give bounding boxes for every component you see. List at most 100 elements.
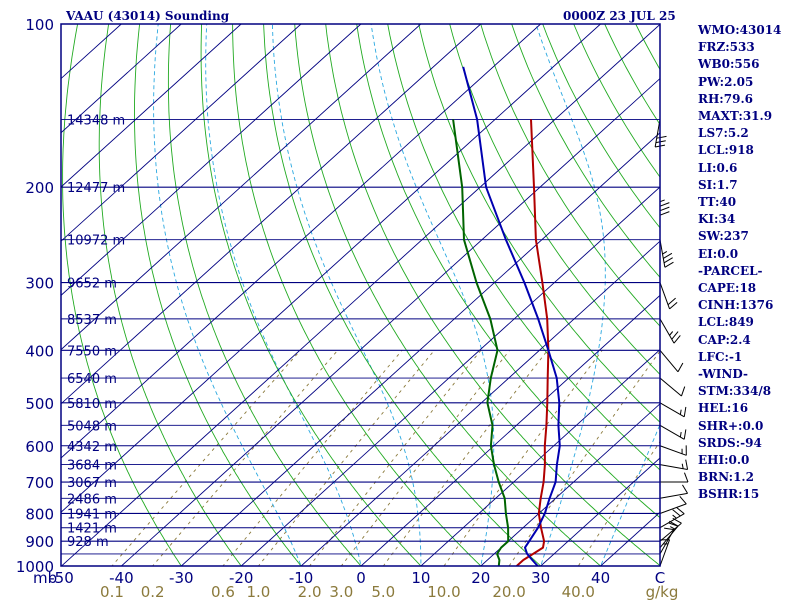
temperature-tick-label: 10 [411,569,430,587]
height-label: 2486 m [67,492,117,507]
height-label: 1421 m [67,522,117,537]
sounding-index: LFC:-1 [698,349,743,364]
temperature-tick-label: -50 [49,569,74,587]
sounding-index: BRN:1.2 [698,470,754,485]
mixing-ratio-tick-label: 0.1 [100,583,124,600]
dry-adiabat [263,24,542,566]
isotherm [180,132,660,566]
mixing-ratio-tick-label: g/kg [646,583,679,600]
sounding-index: EI:0.0 [698,246,739,261]
height-label: 14348 m [67,113,125,128]
pressure-tick-label: 700 [25,474,54,492]
height-label: 9652 m [67,277,117,292]
sounding-index: PW:2.05 [698,74,754,89]
isotherm [540,457,660,566]
mixing-ratio-line [222,350,403,566]
mixing-ratio-line [309,350,482,566]
mixing-ratio-line [577,440,660,566]
pressure-tick-label: 1000 [16,558,54,576]
temperature-profile [516,119,550,566]
temperature-tick-label: -20 [229,569,254,587]
pressure-tick-label: 800 [25,505,54,523]
dry-adiabat [167,24,362,566]
sounding-index: HEL:16 [698,401,749,416]
sounding-index: TT:40 [698,195,737,210]
temperature-tick-label: 0 [356,569,366,587]
plot-frame [60,23,661,567]
isotherm [61,24,541,459]
mixing-ratio-tick-label: 5.0 [371,583,395,600]
dry-adiabat [387,24,660,471]
height-label: 8537 m [67,313,117,328]
temperature-tick-label: -40 [109,569,134,587]
mixing-ratio-tick-label: 0.2 [141,583,165,600]
temperature-tick-label: 40 [591,569,610,587]
wind-barb [659,525,679,548]
height-label: 1941 m [67,507,117,522]
moist-adiabat [535,24,606,566]
isotherm [240,186,660,566]
sounding-index: -WIND- [698,367,748,382]
height-label: 928 m [67,535,109,550]
mixing-ratio-tick-label: 0.6 [211,583,235,600]
dry-adiabat [98,24,242,566]
pressure-tick-label: 400 [25,342,54,360]
wind-barb [659,503,687,514]
pressure-tick-label: 600 [25,438,54,456]
dry-adiabat [200,24,422,566]
sounding-index: CINH:1376 [698,298,774,313]
moist-adiabat [271,24,422,566]
height-label: 5810 m [67,397,117,412]
height-label: 6540 m [67,372,117,387]
sounding-index: RH:79.6 [698,91,753,106]
mixing-ratio-tick-label: 40.0 [562,583,595,600]
isotherm [120,77,660,566]
sounding-index: CAPE:18 [698,281,757,296]
sounding-index: CAP:2.4 [698,332,751,347]
sounding-index: LI:0.6 [698,160,738,175]
sounding-index: BSHR:15 [698,487,760,502]
isotherm [61,24,302,242]
sounding-index: LCL:849 [698,315,754,330]
wind-barb [659,492,688,499]
dry-adiabat [449,24,660,376]
isotherm [61,24,362,297]
pressure-tick-label: 900 [25,533,54,551]
temperature-tick-label: -30 [169,569,194,587]
pressure-tick-label: 500 [25,395,54,413]
isotherm [61,24,242,188]
sounding-index: SHR+:0.0 [698,418,764,433]
mixing-ratio-line [508,350,660,566]
sounding-index: SRDS:-94 [698,435,762,450]
pressure-tick-label: 300 [25,275,54,293]
sounding-index: SI:1.7 [698,177,738,192]
isotherm [61,24,182,134]
mixing-ratio-tick-label: 3.0 [329,583,353,600]
mixing-ratio-line [111,350,301,566]
mixing-ratio-tick-label: 10.0 [427,583,460,600]
dry-adiabat [511,24,660,279]
dry-adiabat [356,24,660,519]
isotherm [61,24,422,351]
wind-barb [659,377,682,397]
mixing-ratio-tick-label: 1.0 [246,583,270,600]
isotherm [61,24,601,513]
dry-adiabat [325,24,660,566]
height-label: 10972 m [67,234,125,249]
wind-barbs [654,119,689,567]
height-label: 3067 m [67,476,117,491]
dewpoint-profile [452,119,510,566]
sounding-index: -PARCEL- [698,263,763,278]
moist-adiabat [370,24,495,566]
isotherm [480,403,660,566]
height-label: 4342 m [67,440,117,455]
sounding-index: WB0:556 [698,57,760,72]
parcel-profile [462,66,561,566]
sounding-index: FRZ:533 [698,40,755,55]
temperature-tick-label: 20 [471,569,490,587]
dry-adiabat [480,24,660,327]
mixing-ratio-tick-label: 2.0 [298,583,322,600]
isotherm [420,349,660,566]
isotherm [61,24,482,405]
